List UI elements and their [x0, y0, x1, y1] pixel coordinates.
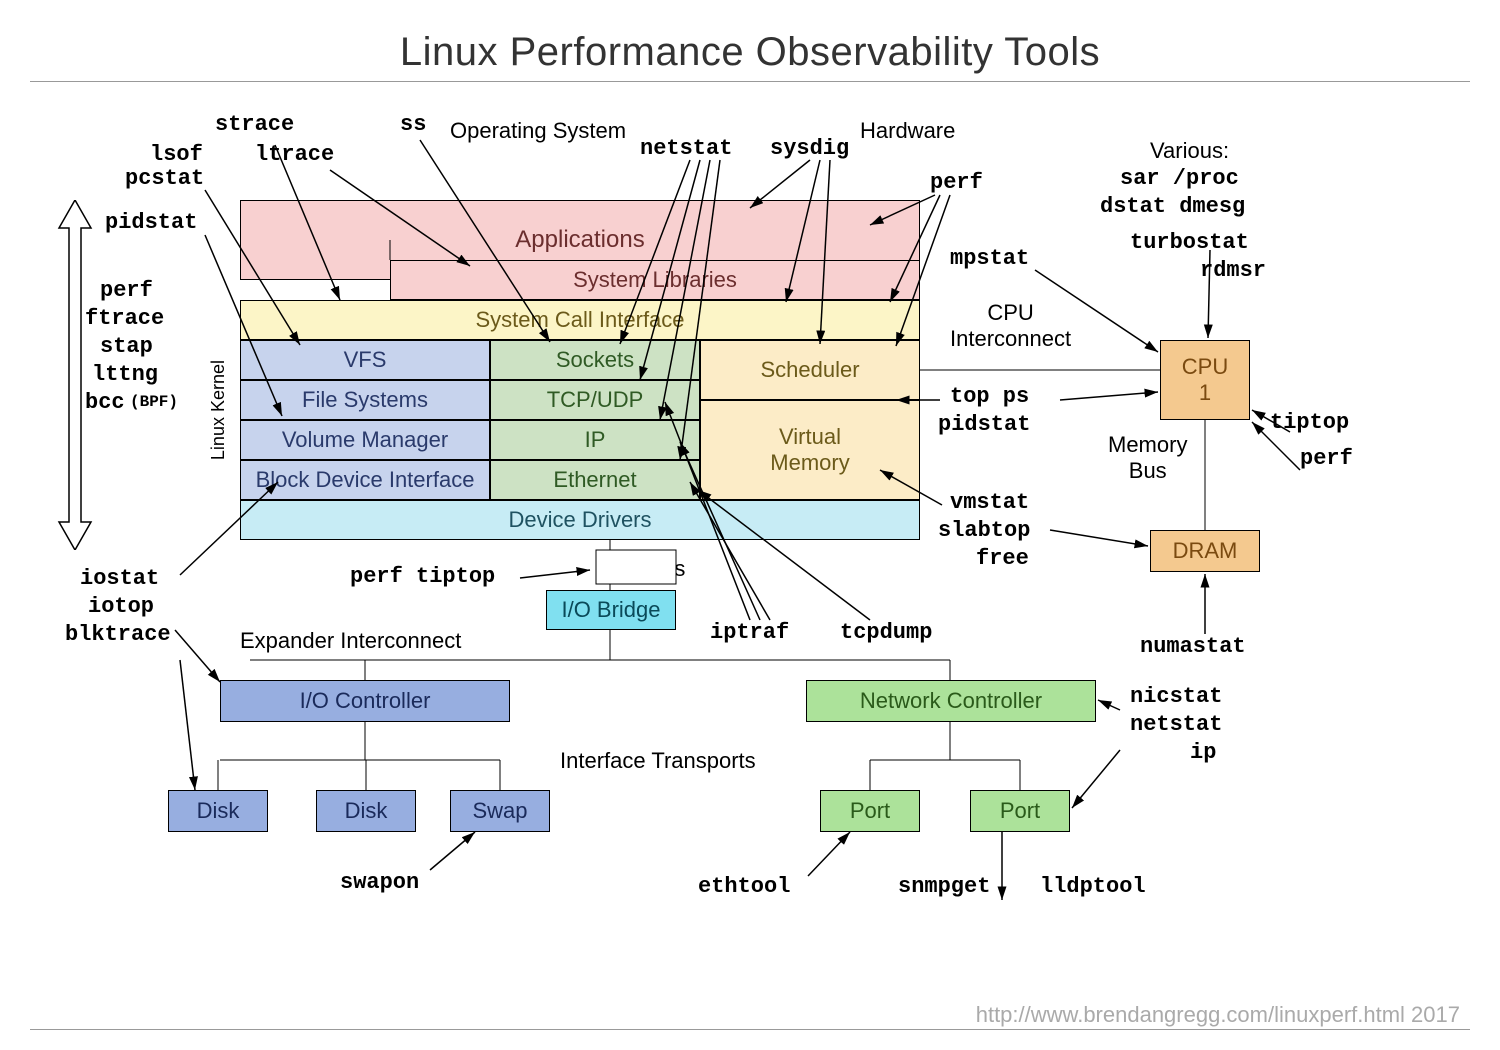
box-port2: Port [970, 790, 1070, 832]
tool-perf-l: perf [100, 278, 153, 303]
tool-perf-r2: perf [1300, 446, 1353, 471]
lbl-itrans: Interface Transports [560, 748, 756, 774]
tool-sar-proc: sar /proc [1120, 166, 1239, 191]
tool-ftrace: ftrace [85, 306, 164, 331]
lbl-various: Various: [1150, 138, 1229, 164]
tool-sysdig: sysdig [770, 136, 849, 161]
lbl-exp: Expander Interconnect [240, 628, 461, 654]
tool-slabtop: slabtop [938, 518, 1030, 543]
tool-ip-r: ip [1190, 740, 1216, 765]
tool-ltrace: ltrace [255, 142, 334, 167]
tool-ethtool: ethtool [698, 874, 790, 899]
lbl-iobus: I/O Bus [612, 556, 685, 582]
box-disk1: Disk [168, 790, 268, 832]
box-ip: IP [490, 420, 700, 460]
tool-nicstat: nicstat [1130, 684, 1222, 709]
tool-iostat: iostat [80, 566, 159, 591]
tool-free: free [976, 546, 1029, 571]
tool-vmstat: vmstat [950, 490, 1029, 515]
tool-rdmsr: rdmsr [1200, 258, 1266, 283]
lbl-hw: Hardware [860, 118, 955, 144]
tool-bcc: bcc [85, 390, 125, 415]
footer-text: http://www.brendangregg.com/linuxperf.ht… [976, 1002, 1460, 1028]
diagram-stage: Operating System Hardware Various: CPU I… [30, 100, 1470, 995]
tool-pidstat-r: pidstat [938, 412, 1030, 437]
tool-dstat-dmesg: dstat dmesg [1100, 194, 1245, 219]
lbl-os: Operating System [450, 118, 626, 144]
lbl-cpu-inter: CPU Interconnect [950, 300, 1071, 352]
box-nc: Network Controller [806, 680, 1096, 722]
hr-bottom [30, 1029, 1470, 1030]
tool-ss: ss [400, 112, 426, 137]
tool-perf-tiptop: perf tiptop [350, 564, 495, 589]
tool-netstat-r: netstat [1130, 712, 1222, 737]
tool-top-ps: top ps [950, 384, 1029, 409]
lbl-membus: Memory Bus [1108, 432, 1187, 484]
page-title: Linux Performance Observability Tools [0, 0, 1500, 75]
lbl-kernel: Linux Kernel [208, 360, 229, 460]
box-swap: Swap [450, 790, 550, 832]
tool-turbostat: turbostat [1130, 230, 1249, 255]
tool-tcpdump: tcpdump [840, 620, 932, 645]
box-fs: File Systems [240, 380, 490, 420]
box-vm: Volume Manager [240, 420, 490, 460]
tool-lldptool: lldptool [1040, 874, 1146, 899]
box-bdi: Block Device Interface [240, 460, 490, 500]
tool-iotop: iotop [88, 594, 154, 619]
tool-bpf: (BPF) [130, 393, 178, 411]
box-dram: DRAM [1150, 530, 1260, 572]
tool-strace: strace [215, 112, 294, 137]
tool-mpstat: mpstat [950, 246, 1029, 271]
tool-lttng: lttng [92, 362, 158, 387]
tool-stap: stap [100, 334, 153, 359]
box-eth: Ethernet [490, 460, 700, 500]
box-tcpudp: TCP/UDP [490, 380, 700, 420]
tool-snmpget: snmpget [898, 874, 990, 899]
tool-tiptop: tiptop [1270, 410, 1349, 435]
box-ioc: I/O Controller [220, 680, 510, 722]
tool-pidstat-l: pidstat [105, 210, 197, 235]
hr-top [30, 81, 1470, 82]
box-disk2: Disk [316, 790, 416, 832]
tool-pcstat: pcstat [125, 166, 204, 191]
box-vmem: Virtual Memory [700, 400, 920, 500]
box-port1: Port [820, 790, 920, 832]
tool-netstat: netstat [640, 136, 732, 161]
box-sci: System Call Interface [240, 300, 920, 340]
tool-iptraf: iptraf [710, 620, 789, 645]
tool-numastat: numastat [1140, 634, 1246, 659]
box-iobr: I/O Bridge [546, 590, 676, 630]
tool-swapon: swapon [340, 870, 419, 895]
box-syslib: System Libraries [390, 260, 920, 300]
box-sched: Scheduler [700, 340, 920, 400]
tool-blktrace: blktrace [65, 622, 171, 647]
tool-lsof: lsof [150, 142, 203, 167]
box-vfs: VFS [240, 340, 490, 380]
box-dd: Device Drivers [240, 500, 920, 540]
double-arrow-icon [55, 200, 95, 550]
tool-perf-r: perf [930, 170, 983, 195]
box-cpu: CPU 1 [1160, 340, 1250, 420]
box-sockets: Sockets [490, 340, 700, 380]
